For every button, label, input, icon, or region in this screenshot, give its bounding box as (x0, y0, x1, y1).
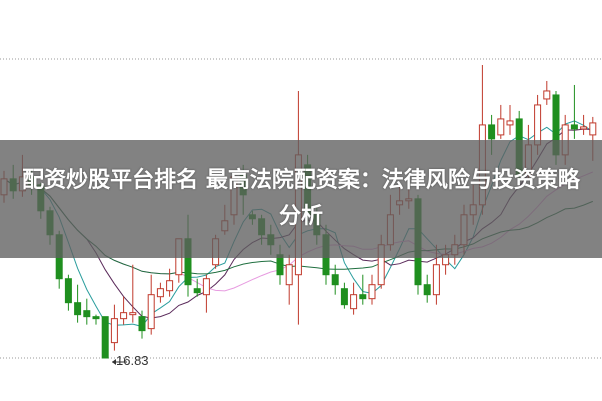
candle-body (359, 294, 367, 300)
candle-body (506, 120, 514, 126)
candle (74, 284, 82, 323)
candle-body (432, 264, 440, 296)
candle-body (110, 318, 118, 344)
candle (120, 296, 128, 325)
candle-body (543, 90, 551, 100)
title-banner: 配资炒股平台排名 最高法院配资案：法律风险与投资策略分析 (0, 140, 602, 258)
low-arrow-icon (112, 359, 127, 365)
candle-body (534, 104, 542, 146)
candle (64, 274, 72, 311)
candle-body (497, 118, 505, 136)
candle (350, 282, 358, 315)
candle-body (340, 288, 348, 306)
candle (92, 314, 100, 325)
candle-body (331, 274, 339, 286)
candle-body (129, 312, 137, 316)
candle (202, 274, 210, 313)
candle-body (423, 284, 431, 296)
candle (423, 274, 431, 303)
candle (331, 264, 339, 295)
candle-body (350, 294, 358, 310)
candle (110, 304, 118, 351)
candle (368, 274, 376, 305)
candle-body (580, 126, 588, 130)
candle-body (83, 310, 91, 318)
candle-body (166, 280, 174, 292)
candle (193, 278, 201, 297)
candle (101, 316, 109, 359)
candle-body (120, 312, 128, 320)
candle (138, 310, 146, 339)
candle (340, 282, 348, 309)
candle-body (64, 278, 72, 304)
candle-body (147, 294, 155, 330)
candle (543, 80, 551, 105)
candle-body (138, 316, 146, 332)
low-price-label: 16.83 (116, 353, 149, 368)
candle (166, 268, 174, 297)
candle (147, 274, 155, 335)
candle-body (101, 316, 109, 359)
candle-body (193, 288, 201, 294)
candle (156, 282, 164, 303)
candle-body (368, 284, 376, 300)
candle (497, 104, 505, 139)
candle-body (202, 278, 210, 296)
article-title: 配资炒股平台排名 最高法院配资案：法律风险与投资策略分析 (22, 168, 580, 229)
candle-body (74, 302, 82, 316)
candle-body (570, 124, 578, 130)
candle-body (92, 316, 100, 320)
candle (580, 114, 588, 135)
candle (285, 254, 293, 305)
candle-body (589, 122, 597, 136)
candle (129, 264, 137, 323)
candle (83, 298, 91, 325)
candle (506, 104, 514, 135)
candle-body (156, 288, 164, 298)
candle-body (488, 124, 496, 140)
candle-body (285, 264, 293, 286)
candle (359, 274, 367, 305)
candle (570, 84, 578, 139)
